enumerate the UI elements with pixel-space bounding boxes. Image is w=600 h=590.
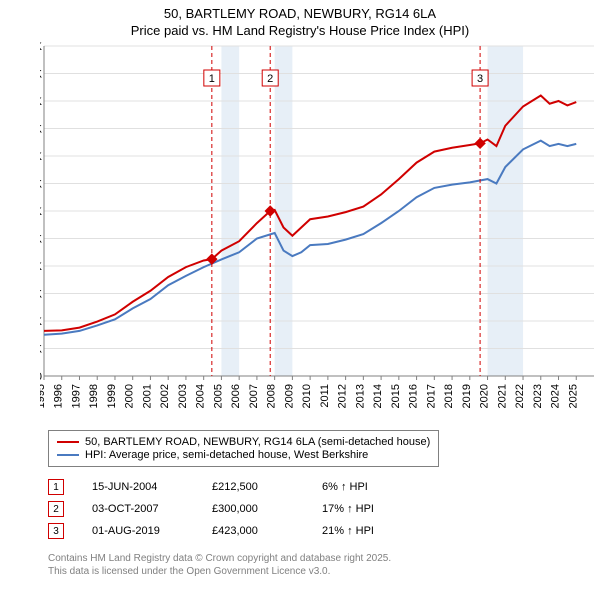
svg-text:1997: 1997 <box>70 384 82 408</box>
svg-text:2002: 2002 <box>159 384 171 408</box>
svg-text:£200K: £200K <box>40 261 43 273</box>
legend-label-0: 50, BARTLEMY ROAD, NEWBURY, RG14 6LA (se… <box>85 436 430 448</box>
svg-text:2012: 2012 <box>337 384 349 408</box>
svg-text:2015: 2015 <box>390 384 402 408</box>
svg-text:1995: 1995 <box>40 384 47 408</box>
sales-marker-2: 3 <box>48 523 64 539</box>
svg-text:£0: £0 <box>40 371 42 383</box>
chart-svg: £0 £50K £100K £150K £200K £250K £300K £350K £400… <box>40 42 600 422</box>
footer: Contains HM Land Registry data © Crown c… <box>48 552 391 578</box>
svg-text:1996: 1996 <box>53 384 65 408</box>
svg-text:2017: 2017 <box>425 384 437 408</box>
sales-pct-2: 21% ↑ HPI <box>322 525 432 537</box>
sales-price-1: £300,000 <box>212 503 322 515</box>
svg-text:£600K: £600K <box>40 42 43 53</box>
svg-text:£150K: £150K <box>40 288 43 300</box>
sales-date-0: 15-JUN-2004 <box>92 481 212 493</box>
sales-price-0: £212,500 <box>212 481 322 493</box>
svg-text:2010: 2010 <box>301 384 313 408</box>
svg-text:2025: 2025 <box>567 384 579 408</box>
title-line-1: 50, BARTLEMY ROAD, NEWBURY, RG14 6LA <box>0 6 600 23</box>
svg-text:£450K: £450K <box>40 123 43 135</box>
svg-text:2021: 2021 <box>496 384 508 408</box>
title-line-2: Price paid vs. HM Land Registry's House … <box>0 23 600 40</box>
legend: 50, BARTLEMY ROAD, NEWBURY, RG14 6LA (se… <box>48 430 439 467</box>
svg-text:2011: 2011 <box>319 384 331 408</box>
svg-text:2014: 2014 <box>372 384 384 408</box>
sales-table: 1 15-JUN-2004 £212,500 6% ↑ HPI 2 03-OCT… <box>48 476 432 542</box>
sales-date-1: 03-OCT-2007 <box>92 503 212 515</box>
sales-date-2: 01-AUG-2019 <box>92 525 212 537</box>
svg-text:2: 2 <box>267 73 273 85</box>
legend-swatch-1 <box>57 454 79 456</box>
sales-pct-1: 17% ↑ HPI <box>322 503 432 515</box>
svg-text:2020: 2020 <box>479 384 491 408</box>
svg-text:£350K: £350K <box>40 178 43 190</box>
svg-text:£400K: £400K <box>40 151 43 163</box>
chart-area: £0 £50K £100K £150K £200K £250K £300K £350K £400… <box>40 42 600 422</box>
sales-marker-1: 2 <box>48 501 64 517</box>
sales-row-1: 2 03-OCT-2007 £300,000 17% ↑ HPI <box>48 498 432 520</box>
legend-row-1: HPI: Average price, semi-detached house,… <box>57 449 430 461</box>
svg-text:2000: 2000 <box>124 384 136 408</box>
svg-text:£300K: £300K <box>40 206 43 218</box>
svg-text:2024: 2024 <box>550 384 562 408</box>
svg-text:£500K: £500K <box>40 96 43 108</box>
sales-row-0: 1 15-JUN-2004 £212,500 6% ↑ HPI <box>48 476 432 498</box>
sales-marker-0: 1 <box>48 479 64 495</box>
footer-line-2: This data is licensed under the Open Gov… <box>48 565 391 578</box>
page: 50, BARTLEMY ROAD, NEWBURY, RG14 6LA Pri… <box>0 0 600 590</box>
legend-swatch-0 <box>57 441 79 443</box>
svg-text:£50K: £50K <box>40 343 43 355</box>
svg-text:2004: 2004 <box>195 384 207 408</box>
svg-text:2013: 2013 <box>354 384 366 408</box>
svg-text:£100K: £100K <box>40 316 43 328</box>
svg-text:2018: 2018 <box>443 384 455 408</box>
svg-text:1999: 1999 <box>106 384 118 408</box>
svg-text:3: 3 <box>477 73 483 85</box>
sales-pct-0: 6% ↑ HPI <box>322 481 432 493</box>
svg-text:£250K: £250K <box>40 233 43 245</box>
svg-text:2022: 2022 <box>514 384 526 408</box>
title-block: 50, BARTLEMY ROAD, NEWBURY, RG14 6LA Pri… <box>0 0 600 42</box>
svg-text:2023: 2023 <box>532 384 544 408</box>
svg-text:1: 1 <box>209 73 215 85</box>
sales-price-2: £423,000 <box>212 525 322 537</box>
svg-text:£550K: £550K <box>40 68 43 80</box>
sales-row-2: 3 01-AUG-2019 £423,000 21% ↑ HPI <box>48 520 432 542</box>
svg-text:2001: 2001 <box>141 384 153 408</box>
svg-text:2009: 2009 <box>283 384 295 408</box>
svg-text:2007: 2007 <box>248 384 260 408</box>
svg-text:2008: 2008 <box>266 384 278 408</box>
svg-text:2005: 2005 <box>212 384 224 408</box>
footer-line-1: Contains HM Land Registry data © Crown c… <box>48 552 391 565</box>
svg-text:2006: 2006 <box>230 384 242 408</box>
svg-text:2003: 2003 <box>177 384 189 408</box>
legend-row-0: 50, BARTLEMY ROAD, NEWBURY, RG14 6LA (se… <box>57 436 430 448</box>
legend-label-1: HPI: Average price, semi-detached house,… <box>85 449 368 461</box>
svg-text:1998: 1998 <box>88 384 100 408</box>
svg-text:2019: 2019 <box>461 384 473 408</box>
svg-text:2016: 2016 <box>408 384 420 408</box>
